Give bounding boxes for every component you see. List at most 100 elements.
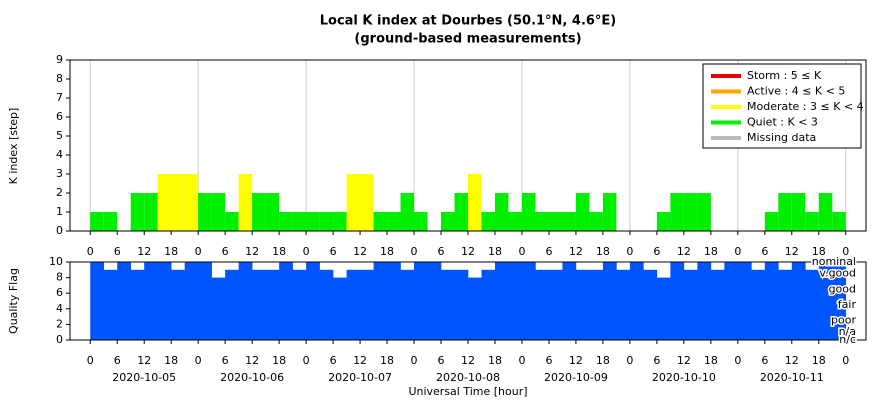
quality-label: n/c	[839, 333, 856, 346]
bar	[90, 212, 104, 231]
bar	[360, 174, 374, 231]
bar	[319, 212, 334, 231]
area-segment	[710, 269, 725, 340]
bar	[656, 212, 671, 231]
area-segment	[414, 262, 428, 340]
area-segment	[265, 269, 280, 340]
bar	[602, 193, 617, 231]
x-tick-label: 6	[330, 354, 337, 367]
y-tick-label: 2	[56, 186, 63, 199]
y-tick-label: 7	[56, 91, 63, 104]
bar	[387, 212, 401, 231]
area-segment	[90, 262, 105, 340]
quality-label: nominal	[812, 255, 856, 268]
bar	[589, 212, 603, 231]
area-segment	[521, 262, 536, 340]
x-tick-label: 18	[704, 354, 718, 367]
x-tick-label: 12	[461, 354, 475, 367]
area-segment	[400, 269, 415, 340]
x-tick-label: 12	[245, 245, 259, 258]
x-tick-label: 6	[114, 245, 121, 258]
x-tick-label: 6	[330, 245, 337, 258]
x-tick-label: 6	[653, 245, 660, 258]
area-segment	[157, 262, 172, 340]
area-segment	[643, 269, 658, 340]
x-tick-label: 18	[164, 354, 178, 367]
x-tick-label: 0	[411, 245, 418, 258]
legend-label: Storm : 5 ≤ K	[747, 69, 822, 82]
area-segment	[441, 269, 455, 340]
area-segment	[103, 269, 118, 340]
y-tick-label: 3	[56, 167, 63, 180]
bar	[373, 212, 388, 231]
x-tick-label: 12	[461, 245, 475, 258]
x-tick-label: 18	[596, 354, 610, 367]
x-tick-label: 6	[545, 245, 552, 258]
x-tick-label: 12	[569, 354, 583, 367]
area-segment	[670, 262, 685, 340]
x-tick-label: 6	[222, 354, 229, 367]
y-tick-label: 6	[56, 110, 63, 123]
chart-subtitle: (ground-based measurements)	[354, 32, 581, 47]
bar	[333, 212, 347, 231]
y-tick-label: 0	[56, 333, 63, 346]
x-tick-label: 0	[626, 245, 633, 258]
quality-label: good	[829, 282, 856, 295]
day-label: 2020-10-11	[760, 371, 824, 384]
x-tick-label: 0	[734, 245, 741, 258]
area-segment	[494, 262, 509, 340]
plot-frame	[69, 59, 867, 232]
quality-label: poor	[831, 314, 856, 327]
bar	[414, 212, 428, 231]
y-tick-label: 6	[56, 286, 63, 299]
plot-frame	[69, 261, 867, 341]
x-tick-label: 6	[761, 245, 768, 258]
bar	[805, 212, 819, 231]
quality-label: v.good	[819, 267, 856, 280]
day-label: 2020-10-05	[112, 371, 176, 384]
area-segment	[818, 262, 833, 340]
x-tick-label: 6	[114, 354, 121, 367]
bar	[818, 193, 833, 231]
area-segment	[589, 269, 604, 340]
y-tick-label: 8	[56, 72, 63, 85]
bar	[400, 193, 415, 231]
area-segment	[117, 262, 132, 340]
area-segment	[292, 269, 307, 340]
bar	[184, 174, 199, 231]
area-segment	[602, 262, 617, 340]
area-segment	[751, 269, 766, 340]
x-tick-label: 6	[545, 354, 552, 367]
x-tick-label: 18	[272, 354, 286, 367]
bar	[265, 193, 280, 231]
bar	[441, 212, 455, 231]
area-segment	[252, 269, 266, 340]
bar	[292, 212, 307, 231]
x-tick-label: 0	[87, 245, 94, 258]
x-tick-label: 12	[569, 245, 583, 258]
x-tick-label: 6	[438, 354, 445, 367]
x-tick-label: 18	[596, 245, 610, 258]
x-tick-label: 0	[195, 245, 202, 258]
bar	[683, 193, 698, 231]
area-segment	[427, 262, 442, 340]
bar	[211, 193, 226, 231]
x-tick-label: 12	[785, 245, 799, 258]
day-label: 2020-10-09	[544, 371, 608, 384]
y-tick-label: 1	[56, 205, 63, 218]
bar	[575, 193, 590, 231]
x-tick-label: 6	[653, 354, 660, 367]
x-tick-label: 0	[518, 245, 525, 258]
legend-label: Quiet : K < 3	[747, 116, 818, 129]
x-tick-label: 18	[812, 245, 826, 258]
x-tick-label: 18	[164, 245, 178, 258]
y-tick-label: 5	[56, 129, 63, 142]
area-segment	[346, 269, 361, 340]
area-segment	[171, 269, 185, 340]
area-segment	[791, 262, 806, 340]
day-label: 2020-10-10	[652, 371, 716, 384]
legend-label: Active : 4 ≤ K < 5	[747, 85, 845, 98]
bar	[778, 193, 792, 231]
bar	[454, 193, 468, 231]
x-tick-label: 12	[677, 245, 691, 258]
